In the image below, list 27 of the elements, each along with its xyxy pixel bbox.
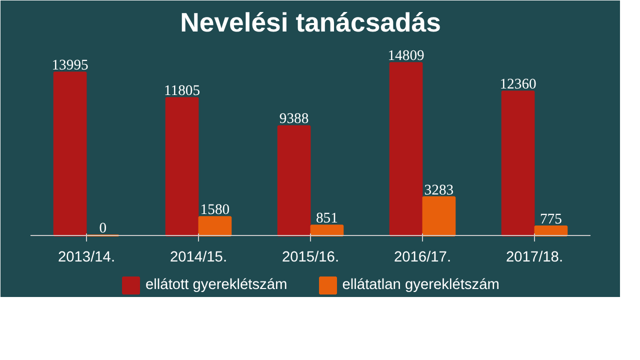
bar [198, 216, 232, 236]
data-label: 14809 [388, 48, 424, 64]
legend-label: ellátatlan gyereklétszám [342, 277, 500, 293]
bar [310, 224, 344, 236]
bar [534, 225, 568, 236]
x-tick-label: 2014/15. [170, 249, 228, 266]
bar [277, 125, 311, 236]
x-tick-label: 2016/17. [394, 249, 452, 266]
x-tick-label: 2017/18. [506, 249, 564, 266]
legend-label: ellátott gyereklétszám [146, 277, 288, 293]
bar [389, 62, 423, 236]
x-tick-label: 2015/16. [282, 249, 340, 266]
data-label: 851 [316, 210, 338, 227]
data-label: 775 [540, 211, 562, 228]
data-label: 0 [99, 220, 107, 236]
bar [165, 97, 199, 236]
bar [53, 72, 87, 236]
data-label: 1580 [200, 202, 230, 218]
data-label: 3283 [424, 182, 454, 198]
chart-title: Nevelési tanácsadás [180, 8, 441, 38]
data-label: 13995 [52, 58, 88, 74]
data-label: 9388 [279, 111, 309, 128]
bar [422, 196, 456, 236]
data-label: 11805 [164, 83, 200, 100]
bar [501, 90, 535, 236]
data-label: 12360 [500, 76, 536, 93]
x-tick-label: 2013/14. [58, 249, 116, 266]
